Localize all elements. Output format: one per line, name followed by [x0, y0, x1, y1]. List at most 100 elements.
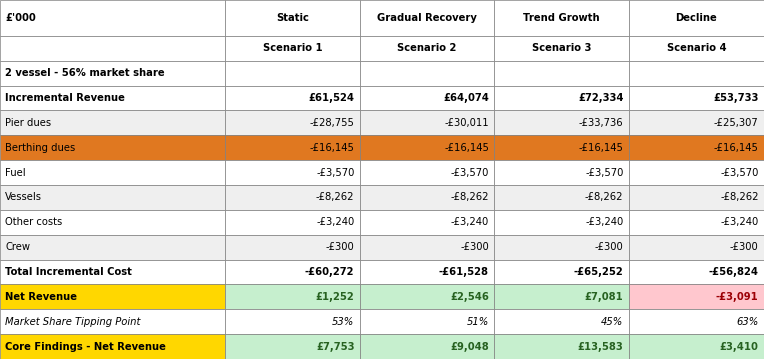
Bar — [225, 185, 360, 210]
Text: -£28,755: -£28,755 — [309, 118, 354, 128]
Text: -£16,145: -£16,145 — [714, 143, 759, 153]
Bar — [494, 61, 629, 85]
Text: Scenario 1: Scenario 1 — [263, 43, 322, 53]
Text: -£3,240: -£3,240 — [316, 217, 354, 227]
Bar — [225, 260, 360, 284]
Text: Scenario 3: Scenario 3 — [532, 43, 591, 53]
Bar — [360, 160, 494, 185]
Text: £2,546: £2,546 — [450, 292, 489, 302]
Bar — [225, 334, 360, 359]
Bar — [494, 185, 629, 210]
Text: -£300: -£300 — [325, 242, 354, 252]
Bar — [360, 210, 494, 235]
Text: -£3,570: -£3,570 — [720, 168, 759, 178]
Bar — [629, 0, 764, 36]
Text: -£3,240: -£3,240 — [451, 217, 489, 227]
Bar — [360, 260, 494, 284]
Text: 51%: 51% — [467, 317, 489, 327]
Text: -£8,262: -£8,262 — [720, 192, 759, 202]
Bar — [494, 260, 629, 284]
Text: -£300: -£300 — [730, 242, 759, 252]
Text: -£56,824: -£56,824 — [709, 267, 759, 277]
Bar — [629, 284, 764, 309]
Text: Other costs: Other costs — [5, 217, 63, 227]
Bar — [360, 235, 494, 260]
Bar — [629, 235, 764, 260]
Bar — [225, 0, 360, 36]
Bar — [0, 111, 225, 135]
Text: £'000: £'000 — [5, 13, 36, 23]
Bar — [629, 260, 764, 284]
Text: Pier dues: Pier dues — [5, 118, 51, 128]
Text: -£300: -£300 — [594, 242, 623, 252]
Bar — [360, 111, 494, 135]
Text: £53,733: £53,733 — [714, 93, 759, 103]
Text: -£300: -£300 — [460, 242, 489, 252]
Bar — [0, 185, 225, 210]
Text: Gradual Recovery: Gradual Recovery — [377, 13, 477, 23]
Bar — [0, 160, 225, 185]
Bar — [494, 334, 629, 359]
Bar — [360, 309, 494, 334]
Text: -£3,091: -£3,091 — [716, 292, 759, 302]
Text: 45%: 45% — [601, 317, 623, 327]
Text: £61,524: £61,524 — [309, 93, 354, 103]
Bar — [225, 309, 360, 334]
Text: -£3,570: -£3,570 — [585, 168, 623, 178]
Text: -£25,307: -£25,307 — [714, 118, 759, 128]
Text: -£3,240: -£3,240 — [585, 217, 623, 227]
Bar — [629, 135, 764, 160]
Bar — [0, 210, 225, 235]
Text: -£61,528: -£61,528 — [439, 267, 489, 277]
Text: £64,074: £64,074 — [443, 93, 489, 103]
Bar — [0, 334, 225, 359]
Bar — [629, 85, 764, 111]
Bar — [225, 111, 360, 135]
Bar — [629, 111, 764, 135]
Text: -£16,145: -£16,145 — [309, 143, 354, 153]
Bar — [225, 160, 360, 185]
Bar — [494, 0, 629, 36]
Bar — [225, 61, 360, 85]
Bar — [0, 235, 225, 260]
Bar — [629, 36, 764, 61]
Text: Incremental Revenue: Incremental Revenue — [5, 93, 125, 103]
Bar — [225, 36, 360, 61]
Text: 53%: 53% — [332, 317, 354, 327]
Text: £13,583: £13,583 — [578, 341, 623, 351]
Text: 63%: 63% — [736, 317, 759, 327]
Text: -£16,145: -£16,145 — [444, 143, 489, 153]
Text: Static: Static — [276, 13, 309, 23]
Bar — [225, 210, 360, 235]
Text: Market Share Tipping Point: Market Share Tipping Point — [5, 317, 141, 327]
Bar — [0, 135, 225, 160]
Text: 2 vessel - 56% market share: 2 vessel - 56% market share — [5, 68, 165, 78]
Bar — [0, 36, 225, 61]
Text: Berthing dues: Berthing dues — [5, 143, 76, 153]
Bar — [629, 210, 764, 235]
Bar — [360, 334, 494, 359]
Text: -£60,272: -£60,272 — [305, 267, 354, 277]
Bar — [629, 334, 764, 359]
Bar — [0, 309, 225, 334]
Text: -£33,736: -£33,736 — [579, 118, 623, 128]
Bar — [0, 0, 225, 36]
Bar — [225, 85, 360, 111]
Text: -£3,570: -£3,570 — [316, 168, 354, 178]
Text: -£65,252: -£65,252 — [574, 267, 623, 277]
Bar — [0, 61, 225, 85]
Bar — [360, 85, 494, 111]
Bar — [0, 85, 225, 111]
Bar — [494, 160, 629, 185]
Text: Scenario 2: Scenario 2 — [397, 43, 457, 53]
Bar — [225, 235, 360, 260]
Bar — [494, 235, 629, 260]
Bar — [629, 309, 764, 334]
Bar — [360, 185, 494, 210]
Text: Scenario 4: Scenario 4 — [666, 43, 727, 53]
Bar — [494, 85, 629, 111]
Text: -£3,570: -£3,570 — [451, 168, 489, 178]
Text: -£8,262: -£8,262 — [585, 192, 623, 202]
Text: -£16,145: -£16,145 — [578, 143, 623, 153]
Bar — [360, 135, 494, 160]
